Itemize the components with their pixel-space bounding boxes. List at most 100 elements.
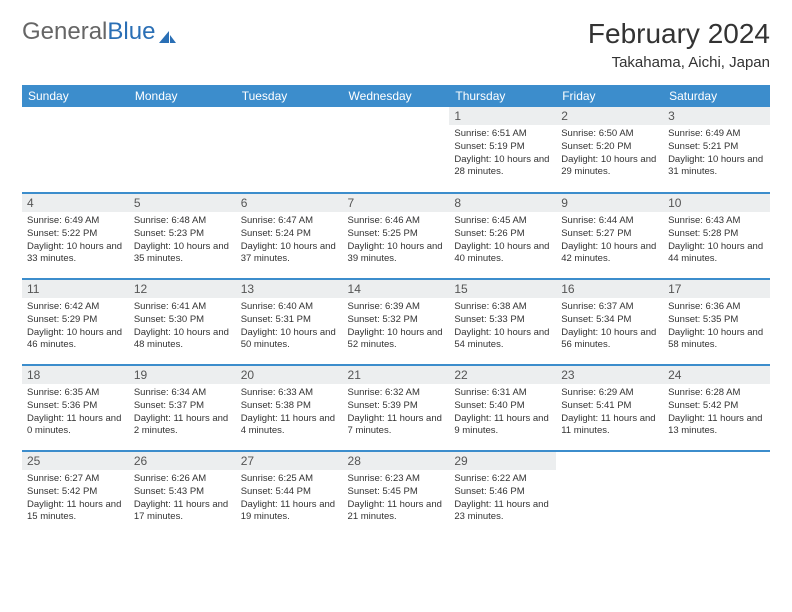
- sunrise-text: Sunrise: 6:51 AM: [454, 128, 551, 141]
- calendar-day-cell: 9Sunrise: 6:44 AMSunset: 5:27 PMDaylight…: [556, 193, 663, 279]
- day-number: 5: [129, 194, 236, 212]
- day-number: 1: [449, 107, 556, 125]
- calendar-day-cell: 21Sunrise: 6:32 AMSunset: 5:39 PMDayligh…: [343, 365, 450, 451]
- sunrise-text: Sunrise: 6:33 AM: [241, 387, 338, 400]
- calendar-day-cell: 2Sunrise: 6:50 AMSunset: 5:20 PMDaylight…: [556, 107, 663, 193]
- sunset-text: Sunset: 5:29 PM: [27, 314, 124, 327]
- daylight-text: Daylight: 11 hours and 17 minutes.: [134, 499, 231, 525]
- sunrise-text: Sunrise: 6:42 AM: [27, 301, 124, 314]
- sunset-text: Sunset: 5:19 PM: [454, 141, 551, 154]
- month-title: February 2024: [588, 18, 770, 50]
- sunset-text: Sunset: 5:34 PM: [561, 314, 658, 327]
- calendar-day-cell: 1 Sunrise: 6:51 AMSunset: 5:19 PMDaylight…: [449, 107, 556, 193]
- day-number: 6: [236, 194, 343, 212]
- day-details: Sunrise: 6:23 AMSunset: 5:45 PMDaylight:…: [343, 470, 450, 528]
- daylight-text: Daylight: 10 hours and 39 minutes.: [348, 241, 445, 267]
- day-details: Sunrise: 6:41 AMSunset: 5:30 PMDaylight:…: [129, 298, 236, 356]
- day-number: 8: [449, 194, 556, 212]
- day-number: 4: [22, 194, 129, 212]
- header: GeneralBlue February 2024 Takahama, Aich…: [22, 18, 770, 71]
- daylight-text: Daylight: 11 hours and 9 minutes.: [454, 413, 551, 439]
- sunset-text: Sunset: 5:25 PM: [348, 228, 445, 241]
- sunset-text: Sunset: 5:46 PM: [454, 486, 551, 499]
- calendar-day-cell: 15Sunrise: 6:38 AMSunset: 5:33 PMDayligh…: [449, 279, 556, 365]
- day-details: Sunrise: 6:49 AMSunset: 5:21 PMDaylight:…: [663, 125, 770, 183]
- day-number: 20: [236, 366, 343, 384]
- day-number: 22: [449, 366, 556, 384]
- daylight-text: Daylight: 10 hours and 48 minutes.: [134, 327, 231, 353]
- daylight-text: Daylight: 11 hours and 11 minutes.: [561, 413, 658, 439]
- sunset-text: Sunset: 5:45 PM: [348, 486, 445, 499]
- daylight-text: Daylight: 11 hours and 19 minutes.: [241, 499, 338, 525]
- sunrise-text: Sunrise: 6:26 AM: [134, 473, 231, 486]
- day-details: Sunrise: 6:45 AMSunset: 5:26 PMDaylight:…: [449, 212, 556, 270]
- daylight-text: Daylight: 11 hours and 7 minutes.: [348, 413, 445, 439]
- day-number: 25: [22, 452, 129, 470]
- sunrise-text: Sunrise: 6:23 AM: [348, 473, 445, 486]
- calendar-day-cell: 16Sunrise: 6:37 AMSunset: 5:34 PMDayligh…: [556, 279, 663, 365]
- day-details: Sunrise: 6:27 AMSunset: 5:42 PMDaylight:…: [22, 470, 129, 528]
- daylight-text: Daylight: 10 hours and 58 minutes.: [668, 327, 765, 353]
- sunset-text: Sunset: 5:31 PM: [241, 314, 338, 327]
- sail-icon: [157, 24, 177, 40]
- brand-logo: GeneralBlue: [22, 18, 177, 46]
- sunrise-text: Sunrise: 6:49 AM: [668, 128, 765, 141]
- daylight-text: Daylight: 10 hours and 40 minutes.: [454, 241, 551, 267]
- day-number: 16: [556, 280, 663, 298]
- day-number: 10: [663, 194, 770, 212]
- calendar-day-cell: 22Sunrise: 6:31 AMSunset: 5:40 PMDayligh…: [449, 365, 556, 451]
- day-details: Sunrise: 6:50 AMSunset: 5:20 PMDaylight:…: [556, 125, 663, 183]
- day-number: 15: [449, 280, 556, 298]
- calendar-day-cell: 12Sunrise: 6:41 AMSunset: 5:30 PMDayligh…: [129, 279, 236, 365]
- calendar-day-cell: 5Sunrise: 6:48 AMSunset: 5:23 PMDaylight…: [129, 193, 236, 279]
- sunrise-text: Sunrise: 6:35 AM: [27, 387, 124, 400]
- day-number: 28: [343, 452, 450, 470]
- calendar-body: 1Sunrise: 6:51 AMSunset: 5:19 PMDaylight…: [22, 107, 770, 537]
- sunset-text: Sunset: 5:21 PM: [668, 141, 765, 154]
- location-text: Takahama, Aichi, Japan: [588, 54, 770, 71]
- day-details: Sunrise: 6:49 AMSunset: 5:22 PMDaylight:…: [22, 212, 129, 270]
- sunrise-text: Sunrise: 6:28 AM: [668, 387, 765, 400]
- sunset-text: Sunset: 5:23 PM: [134, 228, 231, 241]
- weekday-header: Monday: [129, 85, 236, 107]
- weekday-header: Friday: [556, 85, 663, 107]
- day-number: 2: [556, 107, 663, 125]
- sunset-text: Sunset: 5:30 PM: [134, 314, 231, 327]
- sunrise-text: Sunrise: 6:31 AM: [454, 387, 551, 400]
- day-number: 27: [236, 452, 343, 470]
- calendar-day-cell: 24Sunrise: 6:28 AMSunset: 5:42 PMDayligh…: [663, 365, 770, 451]
- day-number: 26: [129, 452, 236, 470]
- calendar-day-cell: 14Sunrise: 6:39 AMSunset: 5:32 PMDayligh…: [343, 279, 450, 365]
- sunrise-text: Sunrise: 6:47 AM: [241, 215, 338, 228]
- daylight-text: Daylight: 10 hours and 54 minutes.: [454, 327, 551, 353]
- day-number: 7: [343, 194, 450, 212]
- daylight-text: Daylight: 10 hours and 28 minutes.: [454, 154, 551, 180]
- day-details: Sunrise: 6:31 AMSunset: 5:40 PMDaylight:…: [449, 384, 556, 442]
- daylight-text: Daylight: 10 hours and 46 minutes.: [27, 327, 124, 353]
- sunset-text: Sunset: 5:32 PM: [348, 314, 445, 327]
- sunset-text: Sunset: 5:28 PM: [668, 228, 765, 241]
- daylight-text: Daylight: 11 hours and 2 minutes.: [134, 413, 231, 439]
- calendar-week-row: 4Sunrise: 6:49 AMSunset: 5:22 PMDaylight…: [22, 193, 770, 279]
- calendar-day-cell: [129, 107, 236, 193]
- day-details: Sunrise: 6:43 AMSunset: 5:28 PMDaylight:…: [663, 212, 770, 270]
- sunrise-text: Sunrise: 6:50 AM: [561, 128, 658, 141]
- day-details: Sunrise: 6:33 AMSunset: 5:38 PMDaylight:…: [236, 384, 343, 442]
- sunrise-text: Sunrise: 6:48 AM: [134, 215, 231, 228]
- sunrise-text: Sunrise: 6:45 AM: [454, 215, 551, 228]
- calendar-day-cell: 17Sunrise: 6:36 AMSunset: 5:35 PMDayligh…: [663, 279, 770, 365]
- day-details: Sunrise: 6:39 AMSunset: 5:32 PMDaylight:…: [343, 298, 450, 356]
- sunset-text: Sunset: 5:37 PM: [134, 400, 231, 413]
- calendar-day-cell: 10Sunrise: 6:43 AMSunset: 5:28 PMDayligh…: [663, 193, 770, 279]
- calendar-day-cell: [22, 107, 129, 193]
- sunset-text: Sunset: 5:35 PM: [668, 314, 765, 327]
- sunset-text: Sunset: 5:26 PM: [454, 228, 551, 241]
- sunset-text: Sunset: 5:42 PM: [668, 400, 765, 413]
- day-details: Sunrise: 6:29 AMSunset: 5:41 PMDaylight:…: [556, 384, 663, 442]
- sunrise-text: Sunrise: 6:22 AM: [454, 473, 551, 486]
- weekday-header: Thursday: [449, 85, 556, 107]
- calendar-day-cell: 6Sunrise: 6:47 AMSunset: 5:24 PMDaylight…: [236, 193, 343, 279]
- day-details: Sunrise: 6:28 AMSunset: 5:42 PMDaylight:…: [663, 384, 770, 442]
- calendar-day-cell: [663, 451, 770, 537]
- calendar-week-row: 18Sunrise: 6:35 AMSunset: 5:36 PMDayligh…: [22, 365, 770, 451]
